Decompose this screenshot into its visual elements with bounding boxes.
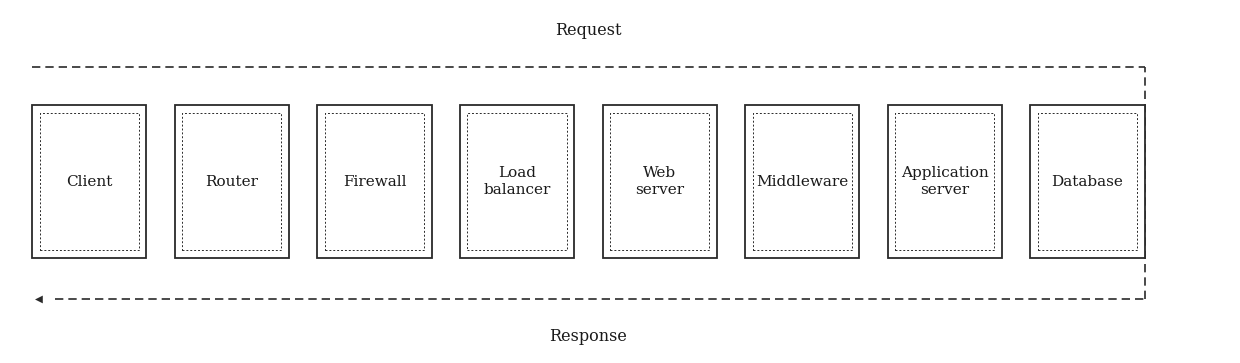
- Text: Router: Router: [206, 175, 258, 188]
- Text: Middleware: Middleware: [756, 175, 848, 188]
- Bar: [745, 105, 859, 258]
- Bar: [888, 105, 1002, 258]
- Bar: [32, 105, 146, 258]
- Text: Response: Response: [549, 329, 627, 345]
- Bar: [182, 113, 281, 250]
- Bar: [175, 105, 289, 258]
- Bar: [753, 113, 852, 250]
- Text: Database: Database: [1052, 175, 1123, 188]
- Bar: [460, 105, 574, 258]
- Bar: [610, 113, 709, 250]
- Bar: [1030, 105, 1145, 258]
- Bar: [1038, 113, 1137, 250]
- Text: Load
balancer: Load balancer: [484, 166, 551, 197]
- Bar: [895, 113, 994, 250]
- Text: Client: Client: [66, 175, 113, 188]
- Text: Application
server: Application server: [901, 166, 988, 197]
- Text: Firewall: Firewall: [342, 175, 407, 188]
- Bar: [317, 105, 432, 258]
- Text: Web
server: Web server: [635, 166, 684, 197]
- Bar: [467, 113, 567, 250]
- Text: Request: Request: [556, 23, 621, 39]
- Bar: [603, 105, 717, 258]
- Bar: [325, 113, 424, 250]
- Bar: [40, 113, 139, 250]
